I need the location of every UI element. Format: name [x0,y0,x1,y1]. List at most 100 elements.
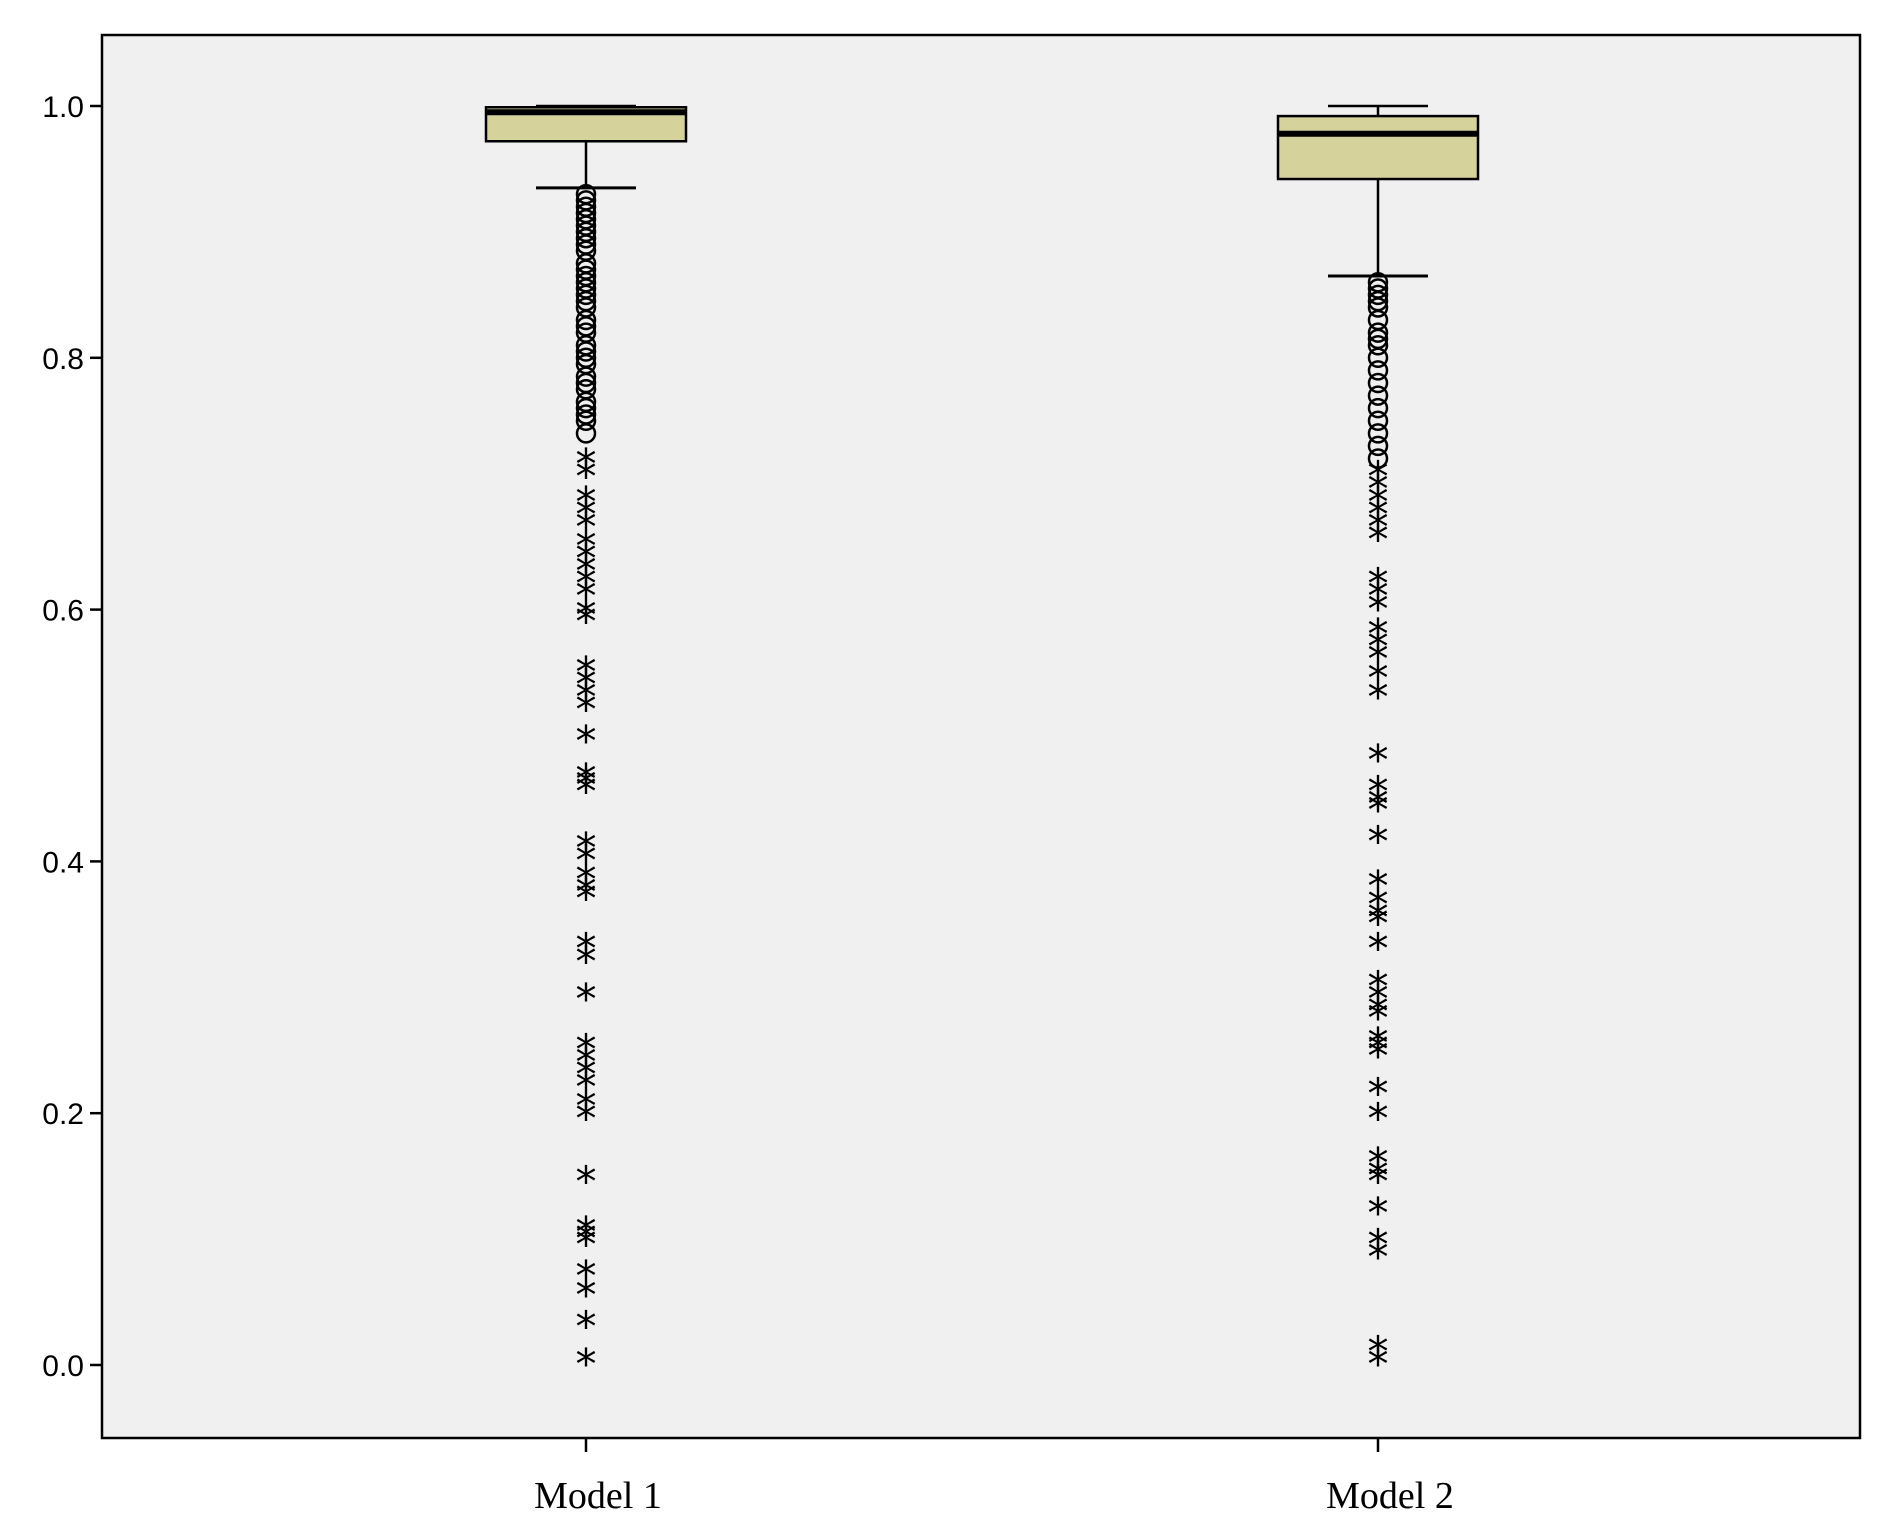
outlier-extreme: * [576,1050,597,1099]
outlier-circle [1367,372,1389,394]
outlier-extreme: * [576,1270,597,1319]
outlier-circle [1367,334,1389,356]
outlier-extreme: * [1368,559,1389,608]
outlier-extreme: * [576,1025,597,1074]
outlier-extreme: * [576,717,597,766]
x-tick-label: Model 1 [534,1475,662,1517]
outlier-extreme: * [576,1302,597,1351]
outlier-extreme: * [1368,924,1389,973]
outlier-extreme: * [576,824,597,873]
outlier-circle [1367,284,1389,306]
outlier-extreme: * [1368,1069,1389,1118]
outlier-circle [575,284,597,306]
outlier-extreme: * [1368,899,1389,948]
outlier-circle [575,397,597,419]
outlier-extreme: * [576,477,597,526]
outlier-extreme: * [576,490,597,539]
outlier-extreme: * [1368,1151,1389,1200]
outlier-extreme: * [1368,786,1389,835]
outlier-extreme: * [1368,1019,1389,1068]
outlier-extreme: * [576,855,597,904]
outlier-extreme: * [576,597,597,646]
outlier-extreme: * [1368,735,1389,784]
outlier-extreme: * [1368,609,1389,658]
outlier-extreme: * [1368,584,1389,633]
outlier-extreme: * [1368,817,1389,866]
outlier-extreme: * [576,868,597,917]
outlier-extreme: * [1368,452,1389,501]
outlier-circle [575,227,597,249]
outlier-extreme: * [1368,880,1389,929]
outlier-extreme: * [1368,1025,1389,1074]
outlier-extreme: * [576,440,597,489]
y-tick-label: 0.0 [42,1350,84,1383]
outlier-extreme: * [576,761,597,810]
outlier-extreme: * [1368,465,1389,514]
outlier-extreme: * [576,452,597,501]
outlier-extreme: * [1368,962,1389,1011]
outlier-circle [1367,297,1389,318]
outlier-extreme: * [576,591,597,640]
y-tick-label: 1.0 [42,91,84,124]
outlier-extreme: * [576,572,597,621]
outlier-circle [1367,360,1389,381]
outlier-extreme: * [576,975,597,1024]
outlier-extreme: * [1368,1189,1389,1238]
outlier-circle [1367,322,1389,343]
outlier-extreme: * [576,660,597,709]
plot-area [100,33,1862,1440]
outlier-circle [575,341,597,362]
outlier-extreme: * [1368,1340,1389,1389]
outlier-circle [1367,435,1389,457]
outlier-extreme: * [1368,861,1389,910]
outlier-extreme: * [1368,1138,1389,1187]
outlier-extreme: * [1368,975,1389,1024]
outlier-extreme: * [1368,572,1389,621]
outlier-extreme: * [576,874,597,923]
outlier-extreme: * [576,502,597,551]
outlier-extreme: * [576,836,597,885]
outlier-extreme: * [576,685,597,734]
outlier-extreme: * [576,937,597,986]
outlier-extreme: * [1368,502,1389,551]
outlier-extreme: * [576,1340,597,1389]
outlier-extreme: * [576,559,597,608]
outlier-extreme: * [1368,672,1389,721]
outlier-extreme: * [576,534,597,583]
outlier-circle [1367,347,1389,369]
outlier-circle [1367,397,1389,419]
x-axis: Model 1 Model 2 [534,1438,1454,1517]
outlier-extreme: * [1368,893,1389,942]
outlier-extreme: * [576,1082,597,1131]
outlier-extreme: * [576,754,597,803]
outlier-extreme: * [576,1063,597,1112]
box-2: ****************************************… [1276,104,1480,1389]
outlier-circle [1367,423,1389,444]
outlier-circle [1367,385,1389,406]
outlier-extreme: * [576,547,597,596]
outlier-extreme: * [1368,477,1389,526]
outlier-extreme: * [576,767,597,816]
outlier-extreme: * [1368,654,1389,703]
y-axis: 0.0 0.2 0.4 0.6 0.8 1.0 [42,91,102,1383]
outlier-extreme: * [576,1214,597,1263]
y-tick-label: 0.6 [42,595,84,628]
outlier-circle [575,366,597,387]
outlier-circle [575,423,597,444]
y-tick-label: 0.4 [42,846,84,879]
box-1: ****************************************… [484,104,688,1389]
outlier-extreme: * [576,1252,597,1301]
x-tick-label: Model 2 [1326,1475,1454,1517]
y-tick-label: 0.8 [42,343,84,376]
outlier-extreme: * [1368,515,1389,564]
outlier-extreme: * [1368,622,1389,671]
outlier-extreme: * [576,521,597,570]
outlier-extreme: * [1368,993,1389,1042]
outlier-extreme: * [1368,1094,1389,1143]
outlier-extreme: * [1368,635,1389,684]
outlier-extreme: * [576,1208,597,1257]
outlier-extreme: * [576,924,597,973]
outlier-extreme: * [576,672,597,721]
y-tick-label: 0.2 [42,1098,84,1131]
outlier-circle [1367,448,1389,469]
